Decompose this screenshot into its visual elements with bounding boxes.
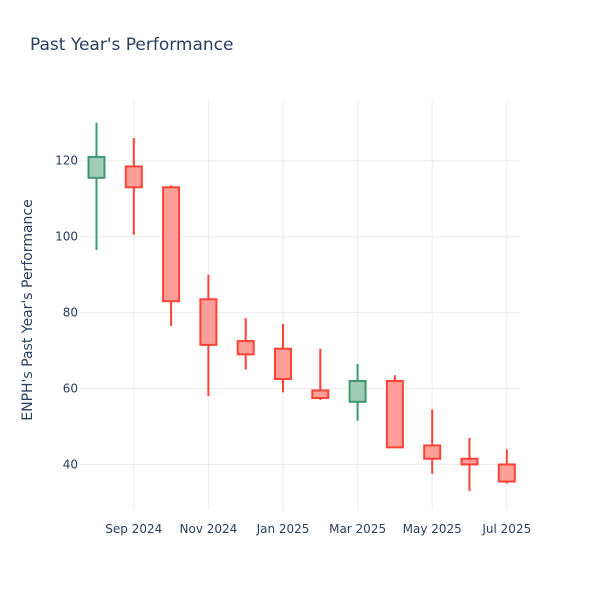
candle-body <box>311 389 330 400</box>
y-tick-label: 60 <box>63 382 78 396</box>
candle-body <box>460 457 479 466</box>
chart-title: Past Year's Performance <box>30 35 234 55</box>
candle-body <box>124 165 143 189</box>
candle-body <box>348 379 367 403</box>
x-tick-label: Mar 2025 <box>329 522 386 536</box>
y-axis-ticks: 40 60 80 100 120 <box>55 154 78 472</box>
candle-body <box>497 463 516 483</box>
candle-body <box>87 155 106 179</box>
x-tick-label: Sep 2024 <box>105 522 162 536</box>
candle <box>385 375 404 449</box>
candle-body <box>423 444 442 460</box>
x-tick-label: Jan 2025 <box>256 522 310 536</box>
candle <box>311 348 330 400</box>
candle <box>497 449 516 484</box>
candle-body <box>199 298 218 346</box>
candle <box>162 185 181 326</box>
candle <box>124 137 143 235</box>
candles <box>87 122 516 492</box>
y-tick-label: 100 <box>55 230 78 244</box>
candle-body <box>162 186 181 303</box>
grid-lines <box>80 100 520 510</box>
candle <box>348 363 367 421</box>
candle <box>236 318 255 370</box>
candle-body <box>274 347 292 381</box>
x-tick-label: Jul 2025 <box>481 522 531 536</box>
candle <box>87 122 106 250</box>
candle-body <box>236 340 255 356</box>
x-tick-label: May 2025 <box>403 522 462 536</box>
x-tick-label: Nov 2024 <box>180 522 238 536</box>
candle <box>460 437 479 492</box>
y-tick-label: 120 <box>55 154 78 168</box>
candle <box>423 409 442 474</box>
y-tick-label: 40 <box>63 457 78 471</box>
y-axis-label: ENPH's Past Year's Performance <box>20 199 36 420</box>
y-tick-label: 80 <box>63 306 78 320</box>
candle-body <box>385 379 404 449</box>
x-axis-ticks: Sep 2024 Nov 2024 Jan 2025 Mar 2025 May 2025… <box>105 522 531 536</box>
candle <box>274 323 292 393</box>
candle <box>199 274 218 397</box>
